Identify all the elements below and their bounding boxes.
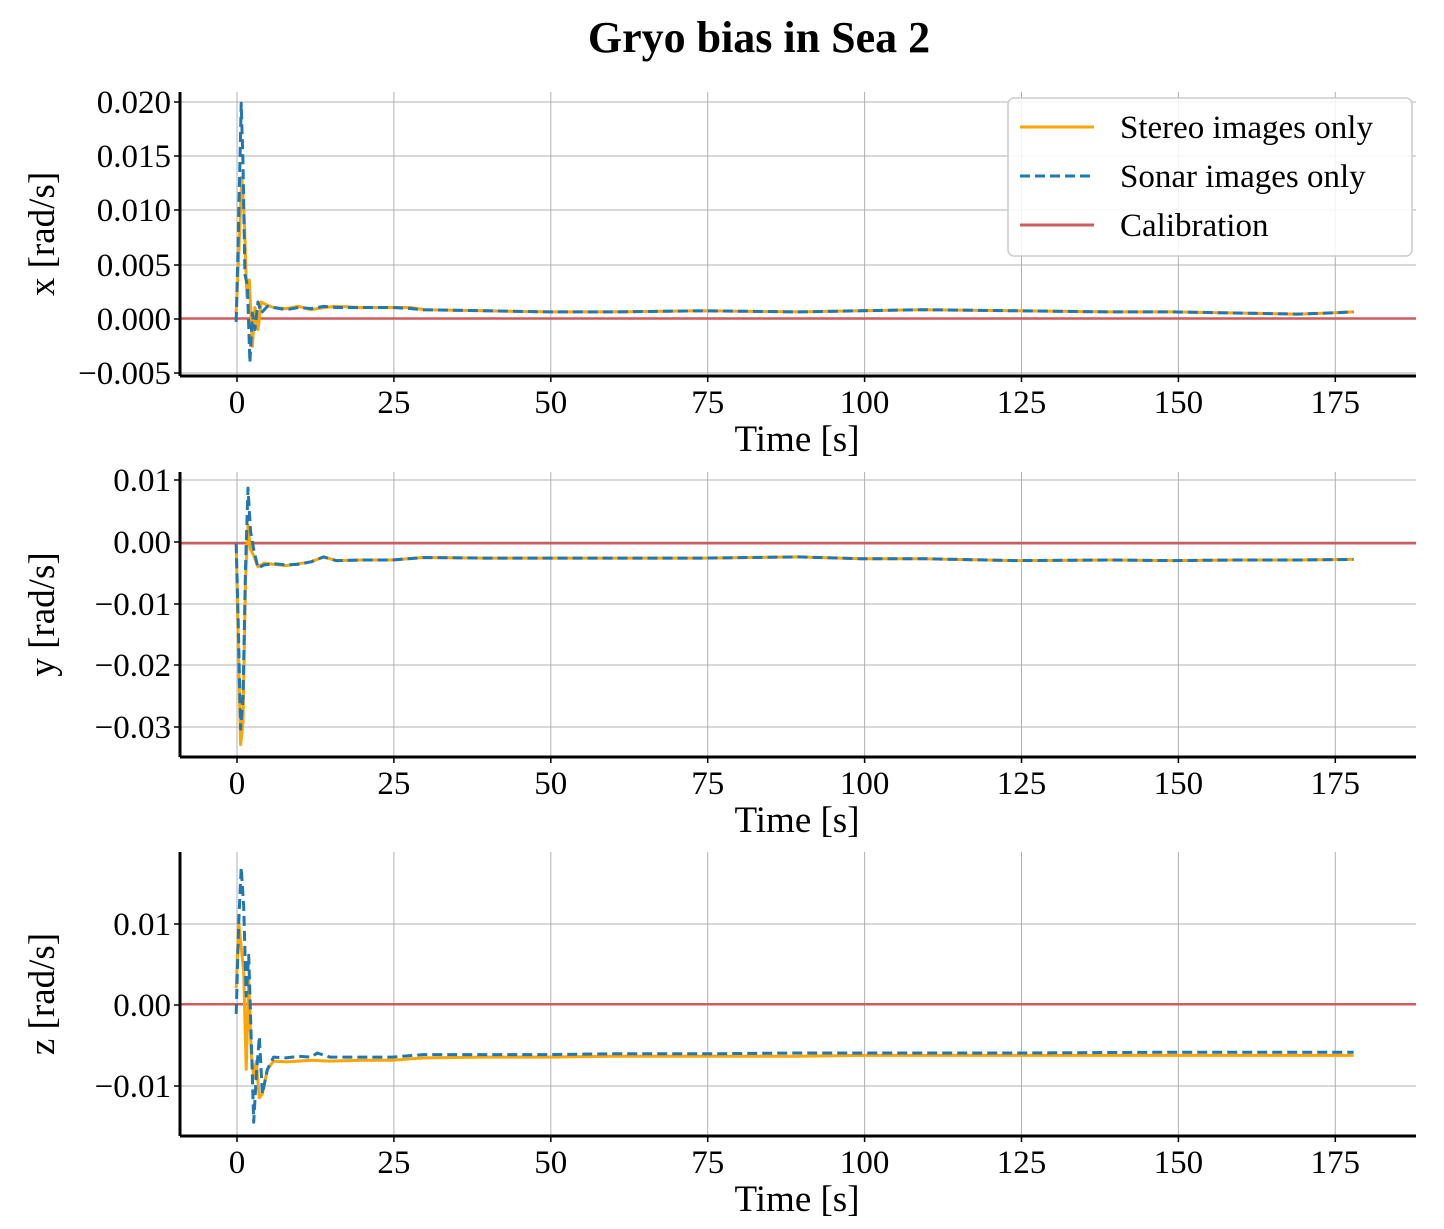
x-tick-label: 100 <box>840 385 890 421</box>
y-tick-label: −0.02 <box>95 648 171 684</box>
y-tick-label: 0.010 <box>97 193 171 229</box>
x-tick-label: 125 <box>997 1145 1047 1181</box>
x-tick-label: 175 <box>1311 1145 1361 1181</box>
x-axis-label: Time [s] <box>734 800 859 841</box>
x-tick-label: 0 <box>229 385 246 421</box>
y-bias-subplot: 0 25 50 75 100 125 150 175 0.01 0.00 −0.01 −0.02 −0.… <box>22 463 1416 841</box>
y-tick-label: −0.03 <box>95 710 171 746</box>
x-axis-label: Time [s] <box>734 419 859 460</box>
y-tick-label: −0.01 <box>95 1069 171 1105</box>
sonar-legend-label: Sonar images only <box>1120 159 1366 195</box>
legend: Stereo images only Sonar images only Calib… <box>1007 97 1413 257</box>
y-tick-label: 0.005 <box>97 248 171 284</box>
y-axis-label: x [rad/s] <box>22 172 63 296</box>
x-tick-label: 150 <box>1154 766 1204 802</box>
sonar-series-line <box>234 866 1354 1124</box>
sonar-series-line <box>234 101 1354 365</box>
y-tick-label: 0.015 <box>97 139 171 175</box>
x-tick-label: 100 <box>840 1145 890 1181</box>
x-tick-label: 0 <box>229 1145 246 1181</box>
x-axis-label: Time [s] <box>734 1179 859 1220</box>
x-tick-label: 75 <box>691 385 724 421</box>
y-tick-label: 0.01 <box>113 907 171 943</box>
y-tick-label: 0.00 <box>113 988 171 1024</box>
x-tick-label: 150 <box>1154 385 1204 421</box>
z-bias-subplot: 0 25 50 75 100 125 150 175 0.01 0.00 −0.01 Time [s]… <box>22 852 1416 1220</box>
x-tick-label: 125 <box>997 766 1047 802</box>
y-tick-label: −0.01 <box>95 587 171 623</box>
y-tick-label: −0.005 <box>78 356 171 392</box>
x-tick-label: 100 <box>840 766 890 802</box>
stereo-series-line <box>234 523 1354 747</box>
stereo-legend-label: Stereo images only <box>1120 110 1373 146</box>
y-tick-label: 0.020 <box>97 85 171 121</box>
y-axis-label: y [rad/s] <box>22 552 63 676</box>
x-bias-subplot: 0 25 50 75 100 125 150 175 0.020 0.015 0.010 0.005 0… <box>22 85 1416 460</box>
x-tick-label: 25 <box>377 385 410 421</box>
y-axis-label: z [rad/s] <box>22 933 63 1055</box>
y-tick-label: 0.01 <box>113 463 171 499</box>
legend-box <box>1007 97 1413 257</box>
sonar-series-line <box>234 486 1354 731</box>
stereo-series-line <box>234 921 1354 1100</box>
y-tick-label: 0.00 <box>113 525 171 561</box>
x-tick-label: 175 <box>1311 766 1361 802</box>
x-tick-label: 75 <box>691 766 724 802</box>
x-tick-label: 50 <box>534 1145 567 1181</box>
x-tick-label: 0 <box>229 766 246 802</box>
x-tick-label: 25 <box>377 1145 410 1181</box>
x-tick-label: 25 <box>377 766 410 802</box>
page-title: Gryo bias in Sea 2 <box>587 13 931 62</box>
x-tick-label: 175 <box>1311 385 1361 421</box>
x-tick-label: 50 <box>534 385 567 421</box>
calibration-legend-label: Calibration <box>1120 208 1268 244</box>
x-tick-label: 125 <box>997 385 1047 421</box>
x-tick-label: 150 <box>1154 1145 1204 1181</box>
x-tick-label: 75 <box>691 1145 724 1181</box>
x-tick-label: 50 <box>534 766 567 802</box>
y-tick-label: 0.000 <box>97 302 171 338</box>
